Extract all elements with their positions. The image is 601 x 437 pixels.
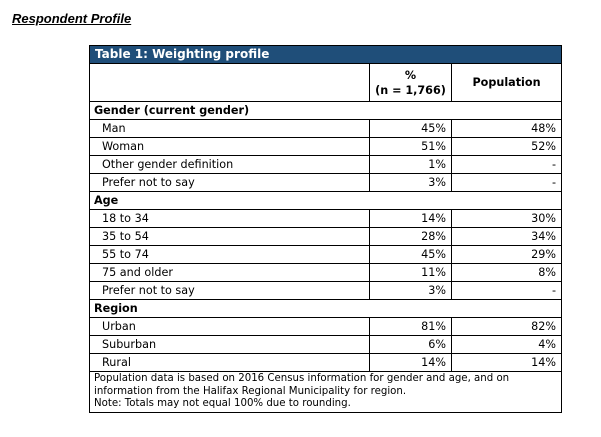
table-title: Table 1: Weighting profile xyxy=(88,45,563,64)
table-row: 18 to 34 14% 30% xyxy=(89,209,563,228)
section-row: Age xyxy=(88,191,563,210)
row-population: 30% xyxy=(450,209,563,228)
footnote-cell: Population data is based on 2016 Census … xyxy=(88,371,563,413)
section-row: Gender (current gender) xyxy=(88,101,563,120)
row-population: 4% xyxy=(450,335,563,354)
weighting-profile-table: Table 1: Weighting profile % (n = 1,766)… xyxy=(88,45,563,413)
footnote-rounding: Note: Totals may not equal 100% due to r… xyxy=(94,398,351,409)
row-percent: 6% xyxy=(369,335,452,354)
row-label: Urban xyxy=(89,317,370,336)
row-label: 35 to 54 xyxy=(89,227,370,246)
row-label: Other gender definition xyxy=(89,155,370,174)
row-percent: 14% xyxy=(369,353,452,372)
row-population: 34% xyxy=(450,227,563,246)
row-label: Prefer not to say xyxy=(89,281,370,300)
table-row: Rural 14% 14% xyxy=(89,353,563,372)
section-heading: Respondent Profile xyxy=(12,11,132,26)
column-header-row: % (n = 1,766) Population xyxy=(89,63,563,102)
table-row: Woman 51% 52% xyxy=(89,137,563,156)
table-row: Prefer not to say 3% - xyxy=(89,281,563,300)
row-population: - xyxy=(450,173,563,192)
row-percent: 45% xyxy=(369,119,452,138)
row-population: 48% xyxy=(450,119,563,138)
row-label: 18 to 34 xyxy=(89,209,370,228)
row-population: 82% xyxy=(450,317,563,336)
table-row: Urban 81% 82% xyxy=(89,317,563,336)
row-percent: 28% xyxy=(369,227,452,246)
row-label: 55 to 74 xyxy=(89,245,370,264)
row-label: Prefer not to say xyxy=(89,173,370,192)
population-column-header: Population xyxy=(450,63,563,102)
label-column-header xyxy=(89,63,370,102)
table-row: 55 to 74 45% 29% xyxy=(89,245,563,264)
row-label: Suburban xyxy=(89,335,370,354)
section-label: Age xyxy=(88,191,563,210)
row-population: 14% xyxy=(450,353,563,372)
row-label: 75 and older xyxy=(89,263,370,282)
footnote-row: Population data is based on 2016 Census … xyxy=(88,371,563,413)
table-row: 35 to 54 28% 34% xyxy=(89,227,563,246)
section-row: Region xyxy=(88,299,563,318)
row-population: - xyxy=(450,281,563,300)
sample-size-label: (n = 1,766) xyxy=(375,83,446,97)
percent-column-header: % (n = 1,766) xyxy=(369,63,452,102)
row-percent: 14% xyxy=(369,209,452,228)
row-population: - xyxy=(450,155,563,174)
row-percent: 3% xyxy=(369,281,452,300)
table-row: Suburban 6% 4% xyxy=(89,335,563,354)
table-row: 75 and older 11% 8% xyxy=(89,263,563,282)
row-percent: 45% xyxy=(369,245,452,264)
table-row: Other gender definition 1% - xyxy=(89,155,563,174)
table-title-row: Table 1: Weighting profile xyxy=(88,45,563,64)
section-label: Gender (current gender) xyxy=(88,101,563,120)
row-percent: 51% xyxy=(369,137,452,156)
row-population: 52% xyxy=(450,137,563,156)
percent-symbol: % xyxy=(404,68,417,82)
row-percent: 81% xyxy=(369,317,452,336)
row-population: 8% xyxy=(450,263,563,282)
row-label: Man xyxy=(89,119,370,138)
footnote-source: Population data is based on 2016 Census … xyxy=(94,373,510,397)
row-label: Rural xyxy=(89,353,370,372)
row-label: Woman xyxy=(89,137,370,156)
section-label: Region xyxy=(88,299,563,318)
row-percent: 1% xyxy=(369,155,452,174)
row-population: 29% xyxy=(450,245,563,264)
row-percent: 3% xyxy=(369,173,452,192)
row-percent: 11% xyxy=(369,263,452,282)
table-row: Prefer not to say 3% - xyxy=(89,173,563,192)
table-row: Man 45% 48% xyxy=(89,119,563,138)
